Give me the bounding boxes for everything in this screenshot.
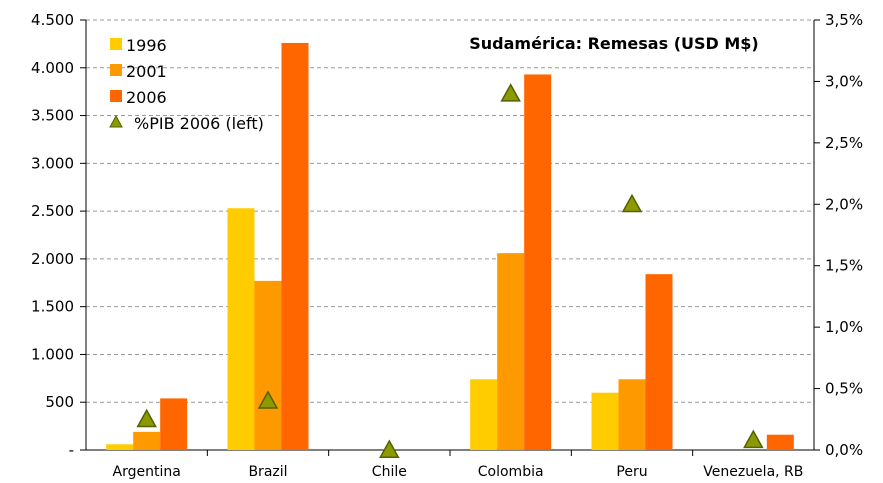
category-label: Argentina	[113, 464, 181, 480]
category-labels: Argentina Brazil Chile Colombia Peru Venezuel…	[113, 464, 804, 480]
left-tick-label: 2.000	[31, 250, 74, 268]
markers	[136, 83, 764, 458]
bar-1996	[227, 208, 255, 450]
left-tick-label: 1.500	[31, 298, 74, 316]
bar-2001	[254, 280, 282, 450]
right-tick-label: 1,0%	[825, 318, 863, 336]
legend-swatch-1996	[110, 38, 122, 50]
bar-2001	[133, 431, 161, 450]
legend-label: 1996	[126, 36, 167, 55]
legend-label: %PIB 2006 (left)	[134, 114, 264, 133]
bar-2001	[618, 379, 646, 450]
legend-marker-icon	[109, 114, 123, 128]
pib-marker	[136, 408, 157, 428]
left-tick-label: 3.000	[31, 154, 74, 172]
left-axis-ticks: - 500 1.000 1.500 2.000 2.500 3.000 3.500 4.000 4…	[31, 11, 74, 459]
left-tick-label: 1.000	[31, 345, 74, 363]
right-axis-ticks: 0,0% 0,5% 1,0% 1,5% 2,0% 2,5% 3,0% 3,5%	[825, 11, 863, 459]
pib-marker	[379, 439, 400, 458]
bar-2006	[281, 42, 309, 450]
bar-2001	[497, 253, 525, 450]
legend: 1996 2001 2006 %PIB 2006 (left)	[109, 36, 264, 133]
bar-1996	[591, 392, 619, 450]
bar-2006	[524, 74, 552, 450]
right-tick-label: 0,0%	[825, 441, 863, 459]
bar-2006	[160, 398, 188, 450]
right-tick-label: 0,5%	[825, 380, 863, 398]
category-label: Chile	[372, 464, 407, 480]
left-tick-label: 3.500	[31, 107, 74, 125]
left-tick-label: 4.500	[31, 11, 74, 29]
pib-marker	[257, 390, 279, 409]
legend-swatch-2001	[110, 64, 122, 76]
bars	[106, 42, 794, 450]
right-tick-label: 1,5%	[825, 257, 863, 275]
right-tick-label: 3,5%	[825, 11, 863, 29]
legend-label: 2006	[126, 88, 167, 107]
pib-marker	[743, 429, 764, 449]
bar-2006	[766, 434, 794, 450]
pib-marker	[500, 83, 521, 102]
left-tick-label: 4.000	[31, 59, 74, 77]
left-tick-label: -	[69, 441, 74, 459]
bar-2006	[645, 274, 673, 450]
chart-title: Sudamérica: Remesas (USD M$)	[469, 34, 758, 53]
axes	[80, 19, 820, 456]
category-label: Brazil	[248, 464, 287, 480]
right-tick-label: 2,5%	[825, 134, 863, 152]
right-tick-label: 2,0%	[825, 195, 863, 213]
left-tick-label: 500	[45, 393, 74, 411]
legend-label: 2001	[126, 62, 167, 81]
gridlines	[86, 19, 814, 403]
category-label: Peru	[616, 464, 647, 480]
pib-marker	[621, 193, 643, 213]
bar-1996	[470, 379, 498, 450]
legend-swatch-2006	[110, 90, 122, 102]
category-label: Colombia	[478, 464, 544, 480]
category-label: Venezuela, RB	[703, 464, 803, 480]
left-tick-label: 2.500	[31, 202, 74, 220]
right-tick-label: 3,0%	[825, 72, 863, 90]
bar-1996	[106, 444, 134, 450]
